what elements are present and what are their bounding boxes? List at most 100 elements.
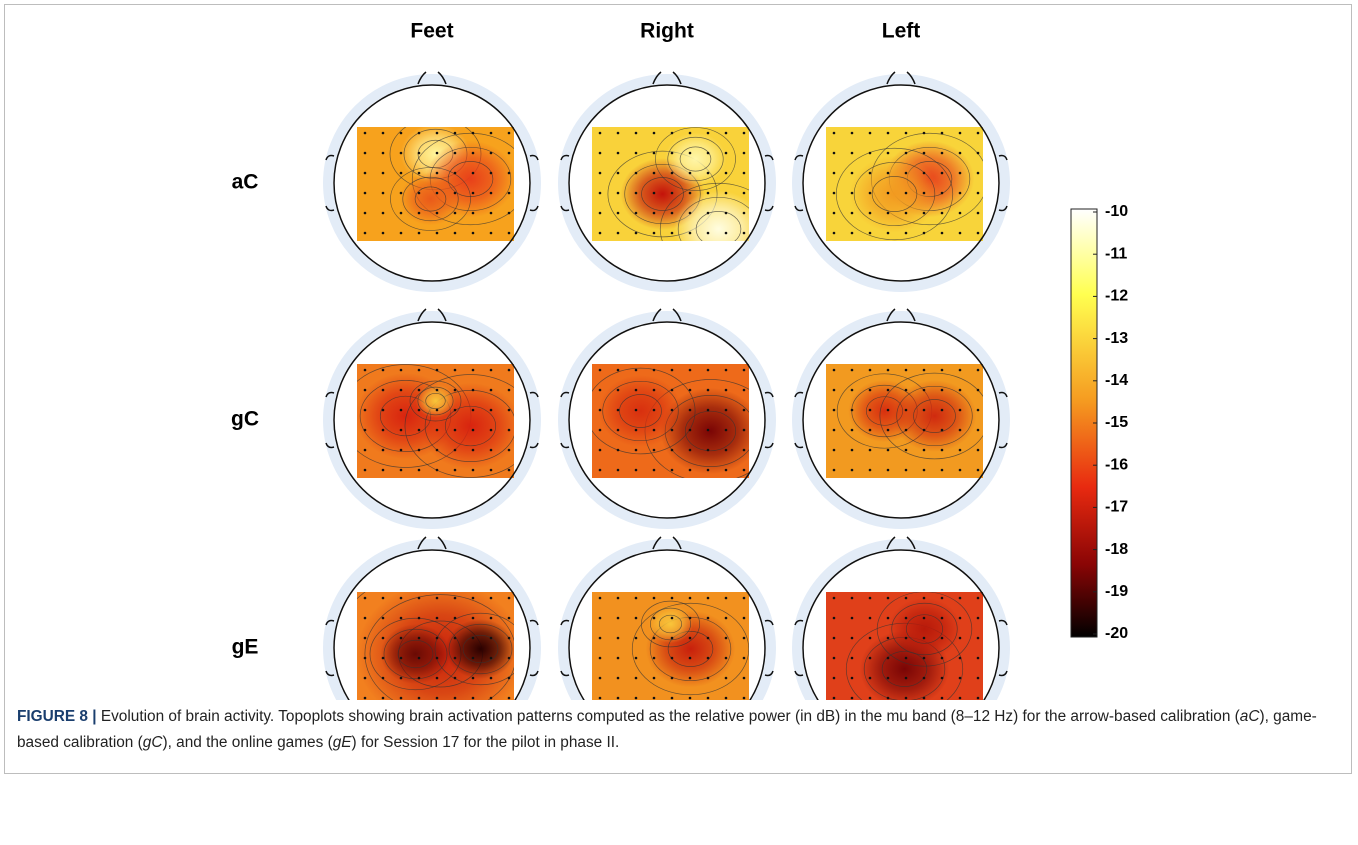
electrode [598, 231, 602, 235]
electrode [399, 428, 403, 432]
colorbar-tick-label: -13 [1105, 330, 1128, 347]
electrode [670, 151, 674, 155]
head-outline [802, 549, 1000, 700]
electrode [381, 636, 385, 640]
electrode [742, 656, 746, 660]
electrode [634, 211, 638, 215]
electrode [381, 191, 385, 195]
ear [325, 619, 539, 677]
head-halo [323, 539, 541, 700]
electrode [958, 231, 962, 235]
electrode [868, 408, 872, 412]
electrode [724, 448, 728, 452]
electrode [417, 448, 421, 452]
caption: FIGURE 8 | Evolution of brain activity. … [17, 704, 1317, 756]
electrode [742, 616, 746, 620]
electrode [706, 616, 710, 620]
electrode [886, 231, 890, 235]
head-outline [568, 549, 766, 700]
electrode [868, 428, 872, 432]
electrode [435, 676, 439, 680]
electrode [453, 676, 457, 680]
electrode [598, 191, 602, 195]
electrode [688, 636, 692, 640]
electrode [850, 408, 854, 412]
caption-text: Evolution of brain activity. Topoplots s… [96, 708, 1240, 725]
electrode [688, 656, 692, 660]
contour [871, 176, 918, 212]
electrode [670, 696, 674, 700]
contour [404, 374, 514, 478]
electrode [670, 191, 674, 195]
electrode [706, 231, 710, 235]
electrode [489, 616, 493, 620]
topoplot [323, 536, 541, 700]
heat-blob [849, 155, 940, 233]
electrode [832, 131, 836, 135]
electrode [652, 211, 656, 215]
electrode [940, 408, 944, 412]
electrode [940, 388, 944, 392]
electrode [886, 171, 890, 175]
electrode [634, 428, 638, 432]
electrode [471, 636, 475, 640]
electrode [922, 596, 926, 600]
heat-blob [415, 384, 456, 418]
topoplot [323, 71, 541, 292]
electrode [922, 388, 926, 392]
electrode [634, 656, 638, 660]
electrode [742, 408, 746, 412]
electrode [652, 448, 656, 452]
electrode [832, 171, 836, 175]
electrode [453, 616, 457, 620]
electrode [634, 616, 638, 620]
electrode [435, 211, 439, 215]
electrode [958, 388, 962, 392]
electrode [976, 656, 980, 660]
electrode [886, 388, 890, 392]
electrode [670, 368, 674, 372]
electrode [886, 696, 890, 700]
colorbar-tick-label: -11 [1105, 245, 1127, 262]
contour [448, 623, 513, 675]
electrode [670, 596, 674, 600]
electrode [489, 596, 493, 600]
electrode [616, 428, 620, 432]
electrode [652, 428, 656, 432]
electrode [507, 191, 511, 195]
electrode [940, 676, 944, 680]
electrode [706, 388, 710, 392]
head-outline [333, 321, 531, 519]
electrode [904, 676, 908, 680]
electrode [904, 616, 908, 620]
contour [425, 392, 446, 410]
electrode [363, 211, 367, 215]
contour [879, 372, 983, 460]
electrode [958, 131, 962, 135]
head-halo [323, 311, 541, 529]
electrode [886, 368, 890, 372]
electrode [886, 676, 890, 680]
electrode [634, 676, 638, 680]
electrode [976, 428, 980, 432]
electrode [670, 656, 674, 660]
electrode [417, 696, 421, 700]
nose [417, 71, 447, 85]
electrode [471, 171, 475, 175]
figure: Feet Right Left aC gC gE -10 -11 -12 -13 -14 -15 -16… [231, 20, 1128, 700]
electrode [598, 696, 602, 700]
electrode [850, 636, 854, 640]
electrode [832, 211, 836, 215]
electrode [904, 191, 908, 195]
electrode [958, 151, 962, 155]
head-outline [802, 321, 1000, 519]
electrode [976, 151, 980, 155]
electrode [904, 636, 908, 640]
electrode [940, 191, 944, 195]
colorbar-tick-label: -20 [1105, 625, 1128, 642]
electrode [507, 676, 511, 680]
electrode [742, 231, 746, 235]
electrode [453, 636, 457, 640]
electrode [904, 131, 908, 135]
